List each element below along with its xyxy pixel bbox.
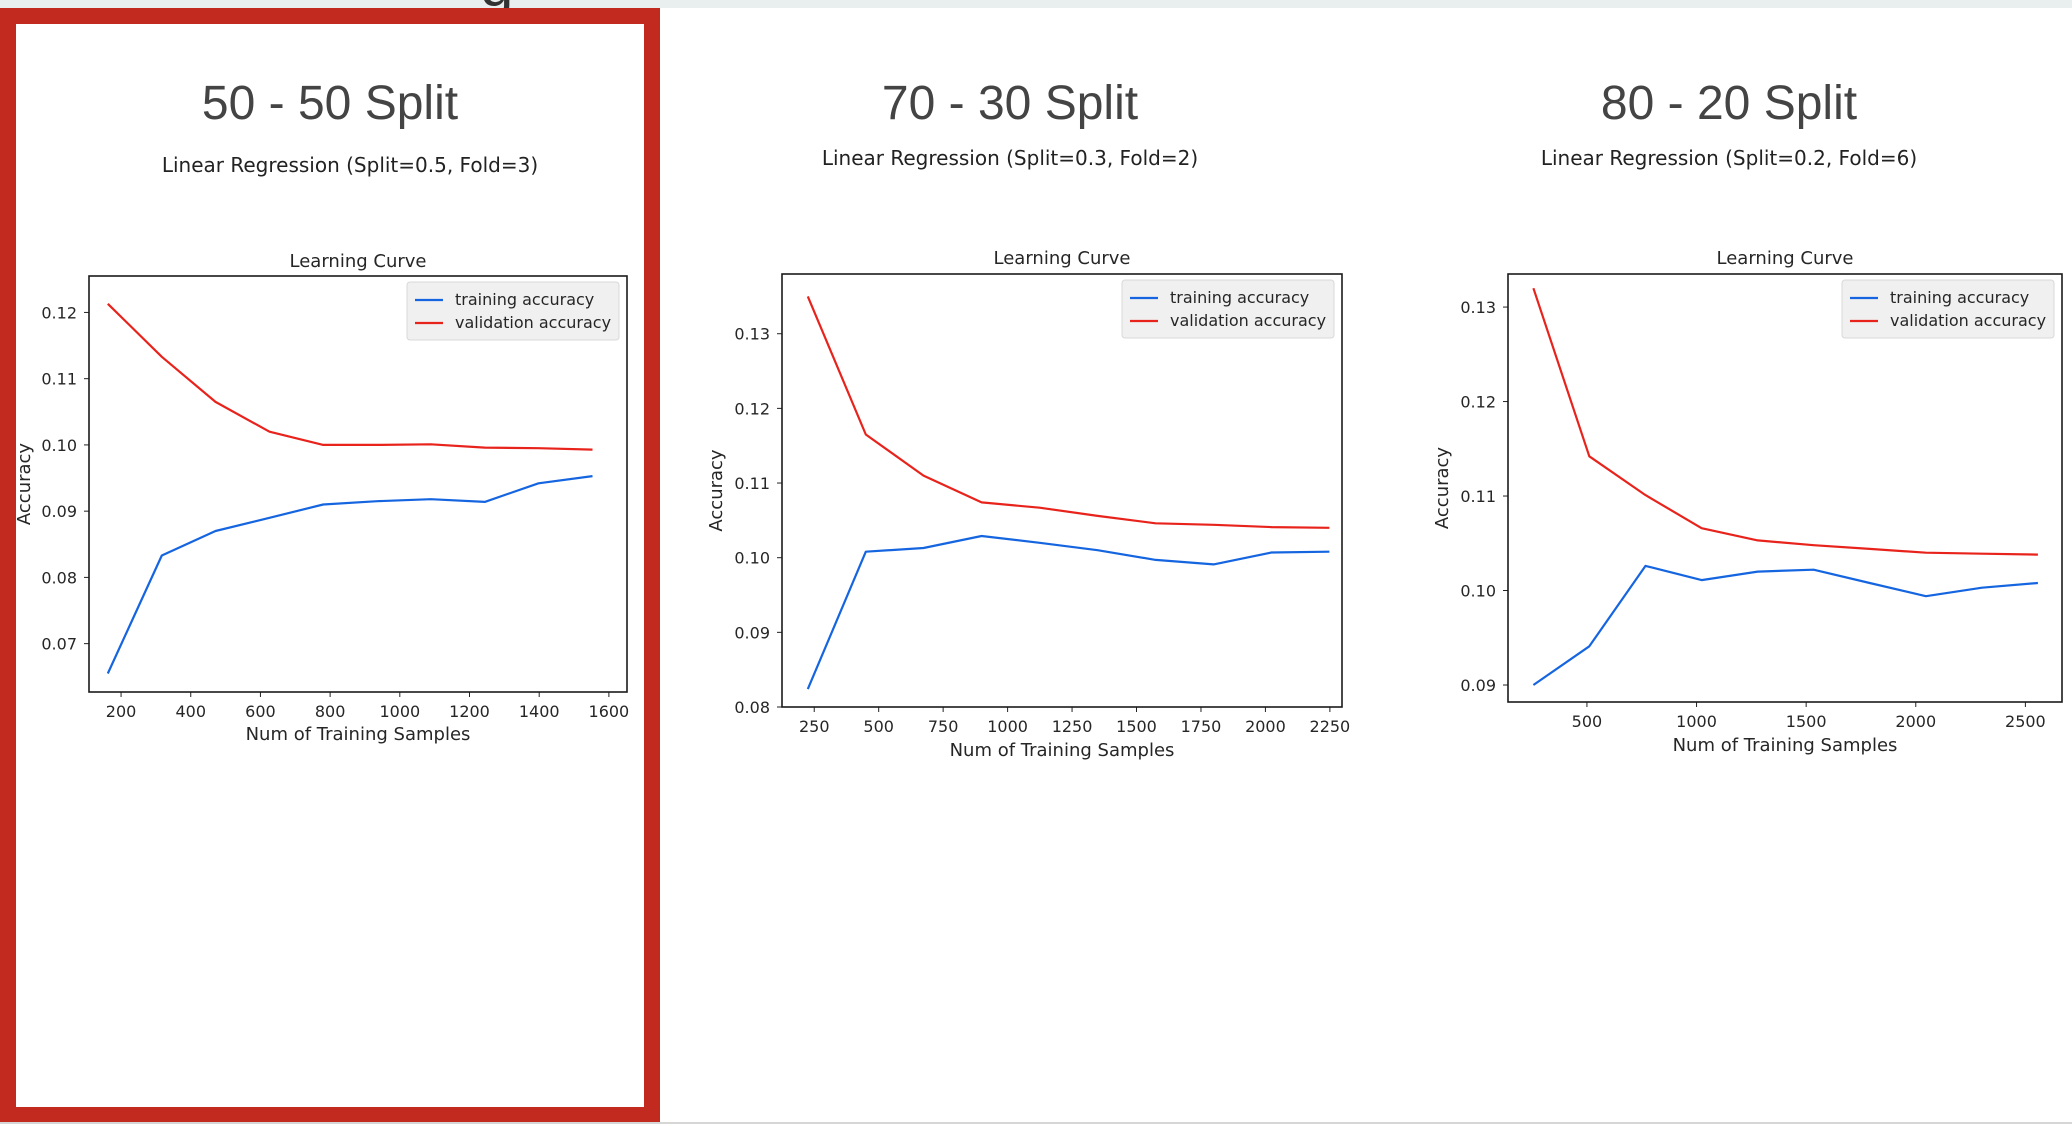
validation-accuracy-line [806,295,1330,529]
panel-subtitle: Linear Regression (Split=0.5, Fold=3) [161,153,539,177]
x-tick-label: 250 [799,717,830,736]
training-accuracy-line [806,534,1330,690]
chart-title: Learning Curve [290,251,427,272]
y-tick-label: 0.12 [1460,393,1496,412]
training-accuracy-line [1532,564,2038,686]
x-tick-label: 1000 [987,717,1028,736]
y-axis-label: Accuracy [706,449,727,532]
y-axis-label: Accuracy [1432,447,1453,530]
x-tick-label: 1500 [1786,712,1827,731]
legend-label: validation accuracy [1890,311,2046,330]
validation-accuracy-line [1532,287,2038,556]
legend-label: validation accuracy [1170,311,1326,330]
x-tick-label: 1000 [379,702,420,721]
x-tick-label: 200 [106,702,137,721]
x-tick-label: 2500 [2005,712,2046,731]
x-tick-label: 500 [863,717,894,736]
y-tick-label: 0.13 [734,325,770,344]
legend-label: training accuracy [455,290,594,309]
x-tick-label: 600 [245,702,276,721]
y-tick-label: 0.08 [734,698,770,717]
legend-label: training accuracy [1890,288,2029,307]
y-tick-label: 0.10 [1460,582,1496,601]
y-tick-label: 0.08 [41,568,77,587]
x-tick-label: 500 [1572,712,1603,731]
selection-highlight-frame [0,8,660,1123]
y-axis-label: Accuracy [14,443,35,526]
x-tick-label: 2000 [1895,712,1936,731]
panel-subtitle: Linear Regression (Split=0.2, Fold=6) [1540,146,1918,170]
y-tick-label: 0.12 [41,303,77,322]
y-tick-label: 0.10 [41,436,77,455]
plot-frame [88,275,628,693]
legend-label: validation accuracy [455,313,611,332]
legend-label: training accuracy [1170,288,1309,307]
y-tick-label: 0.11 [41,370,77,389]
y-tick-label: 0.10 [734,549,770,568]
x-tick-label: 750 [928,717,959,736]
legend-box [1841,279,2055,339]
bottom-divider [0,1122,2072,1124]
panel-subtitle: Linear Regression (Split=0.3, Fold=2) [821,146,1199,170]
panel-heading: 50 - 50 Split [201,77,459,130]
x-tick-label: 1600 [589,702,630,721]
x-axis-label: Num of Training Samples [1673,735,1898,756]
plot-frame [781,273,1343,708]
x-tick-label: 1750 [1181,717,1222,736]
x-axis-label: Num of Training Samples [246,724,471,745]
y-tick-label: 0.07 [41,635,77,654]
x-tick-label: 1250 [1052,717,1093,736]
panel-80-20: 80 - 20 Split Linear Regression (Split=0… [1386,0,2072,1126]
x-tick-label: 2250 [1310,717,1351,736]
y-tick-label: 0.11 [734,474,770,493]
y-tick-label: 0.11 [1460,487,1496,506]
x-axis-label: Num of Training Samples [950,740,1175,761]
legend-box [1121,279,1335,339]
x-tick-label: 800 [315,702,346,721]
y-tick-label: 0.12 [734,399,770,418]
top-strip [0,0,2072,8]
training-accuracy-line [106,475,593,674]
validation-accuracy-line [107,303,593,451]
x-tick-label: 2000 [1245,717,1286,736]
chart-title: Learning Curve [1717,248,1854,269]
panel-70-30: 70 - 30 Split Linear Regression (Split=0… [660,0,1360,1126]
x-tick-label: 1500 [1116,717,1157,736]
y-tick-label: 0.09 [41,502,77,521]
panel-heading: 70 - 30 Split [881,77,1139,130]
legend-box [406,281,620,341]
plot-frame [1507,273,2063,703]
panel-50-50: 50 - 50 Split Linear Regression (Split=0… [0,0,660,1126]
x-tick-label: 1200 [449,702,490,721]
x-tick-label: 1000 [1676,712,1717,731]
y-tick-label: 0.09 [1460,676,1496,695]
y-tick-label: 0.09 [734,623,770,642]
x-tick-label: 1400 [519,702,560,721]
panel-heading: 80 - 20 Split [1600,77,1858,130]
chart-title: Learning Curve [994,248,1131,269]
y-tick-label: 0.13 [1460,298,1496,317]
x-tick-label: 400 [175,702,206,721]
